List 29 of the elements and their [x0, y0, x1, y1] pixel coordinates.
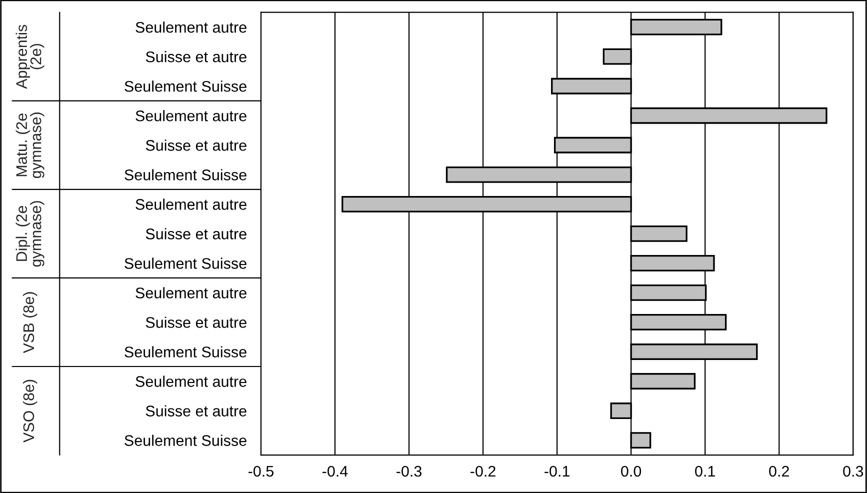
x-tick-label: -0.1: [544, 466, 570, 477]
text: VSO (8e): [22, 380, 38, 443]
y-tick-label: Seulement autre: [136, 376, 246, 387]
y-tick-label: Seulement Suisse: [124, 169, 246, 180]
text: Apprentis (2e): [16, 24, 44, 89]
y-tick-label: Suisse et autre: [146, 405, 246, 416]
x-tick-label: 0.2: [769, 466, 789, 477]
y-tick-label: Seulement Suisse: [124, 434, 246, 446]
y-tick-label: Suisse et autre: [146, 140, 246, 151]
text: Matu. (2e gymnase): [16, 112, 44, 178]
y-tick-label: Suisse et autre: [146, 228, 246, 240]
y-tick-label: Seulement autre: [136, 22, 246, 33]
x-tick-label: -0.3: [396, 466, 422, 477]
y-tick-label: Seulement autre: [136, 198, 246, 210]
x-tick-label: -0.5: [248, 466, 274, 477]
x-tick-label: -0.4: [322, 466, 348, 477]
y-tick-label: Suisse et autre: [146, 316, 246, 328]
x-tick-label: -0.2: [470, 466, 496, 477]
y-tick-label: Suisse et autre: [146, 51, 246, 62]
x-tick-label: 0.1: [695, 466, 715, 477]
y-tick-label: Seulement Suisse: [124, 346, 246, 358]
text: VSB (8e): [22, 292, 38, 354]
y-tick-label: Seulement Suisse: [124, 258, 246, 269]
y-tick-label: Seulement autre: [136, 287, 246, 298]
y-tick-label: Seulement autre: [136, 110, 246, 122]
text: Dipl. (2e gymnase): [16, 201, 44, 267]
y-tick-label: Seulement Suisse: [124, 80, 246, 92]
x-tick-label: 0.0: [621, 466, 642, 477]
x-tick-label: 0.3: [843, 466, 864, 477]
